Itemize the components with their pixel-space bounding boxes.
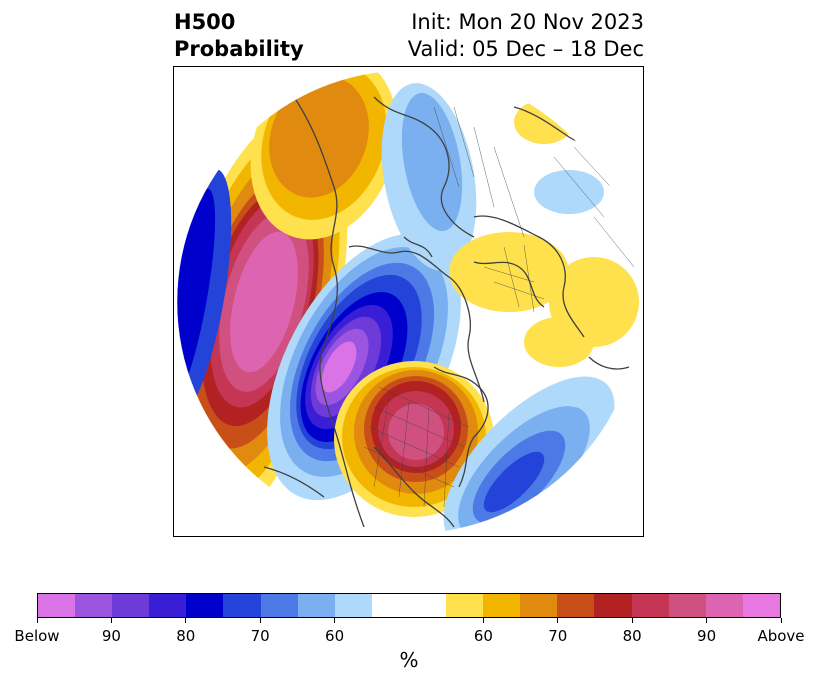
colorbar-tick-label: 80 <box>622 627 642 645</box>
below-anomaly-atlantic <box>443 376 615 534</box>
valid-range: Valid: 05 Dec – 18 Dec <box>407 37 644 61</box>
colorbar-tick-mark <box>259 618 261 623</box>
colorbar-tick-label: 90 <box>697 627 717 645</box>
colorbar-tick-label: Above <box>757 627 805 645</box>
init-date: Init: Mon 20 Nov 2023 <box>411 10 644 34</box>
title-line-1: H500 <box>174 10 236 34</box>
border-lines <box>363 106 635 508</box>
colorbar-segment <box>446 594 484 617</box>
colorbar-tick-label: Below <box>14 627 60 645</box>
colorbar-tick-mark <box>706 618 708 623</box>
map-panel <box>173 66 644 537</box>
chart-title: H500 Probability <box>174 9 304 63</box>
colorbar-tick-mark <box>185 618 187 623</box>
above-anomaly-east <box>334 361 494 517</box>
probability-map <box>176 69 642 535</box>
colorbar-segment <box>75 594 113 617</box>
colorbar-segment <box>408 594 447 617</box>
colorbar-segment <box>38 594 76 617</box>
date-info: Init: Mon 20 Nov 2023 Valid: 05 Dec – 18… <box>408 9 644 63</box>
above-anomaly-eurasia <box>449 100 639 367</box>
colorbar-segment <box>520 594 558 617</box>
colorbar-segment <box>483 594 521 617</box>
colorbar-tick-mark <box>780 618 782 623</box>
colorbar-tick-mark <box>334 618 336 623</box>
colorbar-segment <box>149 594 187 617</box>
colorbar-segment <box>186 594 224 617</box>
colorbar-tick-mark <box>482 618 484 623</box>
title-line-2: Probability <box>174 37 304 61</box>
below-anomaly-west <box>177 168 232 426</box>
colorbar-tick-mark <box>557 618 559 623</box>
colorbar-tick-label: 60 <box>325 627 345 645</box>
colorbar-tick-label: 70 <box>250 627 270 645</box>
colorbar-tick-label: 80 <box>176 627 196 645</box>
colorbar-segment <box>297 594 335 617</box>
colorbar-segment <box>557 594 595 617</box>
colorbar-tick-label: 60 <box>473 627 493 645</box>
colorbar-unit-label: % <box>399 648 419 672</box>
colorbar-segment <box>223 594 261 617</box>
colorbar-tick-mark <box>36 618 38 623</box>
colorbar <box>37 593 781 618</box>
below-anomaly-north <box>381 83 604 271</box>
colorbar-tick-label: 70 <box>548 627 568 645</box>
colorbar-tick-mark <box>631 618 633 623</box>
colorbar-segment <box>705 594 743 617</box>
colorbar-tick-mark <box>110 618 112 623</box>
colorbar-segment <box>631 594 669 617</box>
colorbar-segment <box>260 594 298 617</box>
colorbar-segment <box>371 594 409 617</box>
colorbar-tick-label: 90 <box>101 627 121 645</box>
colorbar-segment <box>112 594 150 617</box>
colorbar-segment <box>742 594 780 617</box>
colorbar-segment <box>594 594 632 617</box>
colorbar-segment <box>334 594 372 617</box>
colorbar-segment <box>668 594 706 617</box>
